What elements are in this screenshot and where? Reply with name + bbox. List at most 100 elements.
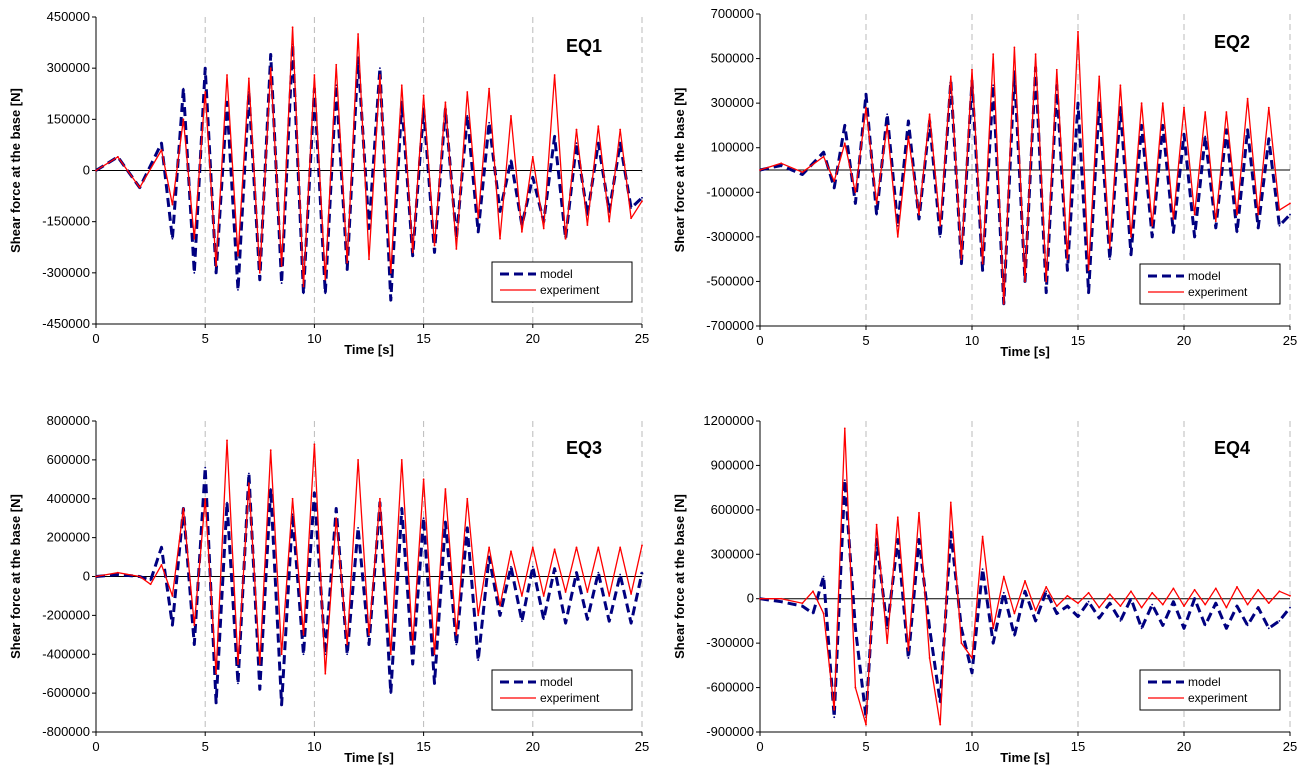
y-tick-label: -700000 — [706, 318, 754, 333]
data-point-experiment — [928, 657, 931, 659]
data-point-model — [1140, 124, 1143, 127]
data-point-model — [1246, 128, 1249, 131]
data-point-model — [1130, 253, 1132, 256]
data-point-model — [575, 142, 578, 145]
y-tick-label: -300000 — [706, 229, 754, 244]
data-point-experiment — [619, 128, 622, 131]
data-point-model — [1183, 133, 1185, 136]
data-point-experiment — [477, 614, 480, 617]
data-point-experiment — [444, 488, 447, 490]
y-tick-label: 200000 — [47, 530, 90, 545]
data-point-experiment — [455, 248, 458, 250]
data-point-experiment — [400, 458, 403, 461]
data-point-model — [258, 688, 261, 691]
data-point-experiment — [1066, 258, 1069, 261]
data-point-model — [280, 703, 283, 706]
data-point-experiment — [1225, 111, 1228, 113]
data-point-model — [247, 472, 250, 475]
data-point-experiment — [608, 220, 611, 223]
x-tick-label: 5 — [862, 333, 869, 348]
x-tick-label: 25 — [1283, 333, 1297, 348]
data-point-model — [1151, 603, 1154, 606]
y-tick-label: -300000 — [42, 265, 90, 280]
data-point-experiment — [160, 149, 163, 151]
chart-panel-3: -800000 -600000 -400000 -200000 0 200000 40000… — [8, 413, 649, 765]
data-point-model — [907, 657, 910, 659]
data-point-model — [531, 565, 534, 568]
data-point-experiment — [553, 74, 556, 76]
data-point-experiment — [466, 91, 469, 93]
data-point-experiment — [488, 87, 491, 90]
data-point-experiment — [171, 595, 174, 597]
data-point-experiment — [477, 217, 480, 220]
data-point-model — [575, 571, 578, 574]
data-point-experiment — [182, 118, 185, 121]
x-tick-label: 15 — [1071, 739, 1085, 754]
series-line-model — [95, 466, 644, 707]
data-point-model — [1098, 617, 1101, 619]
data-point-experiment — [971, 68, 973, 71]
data-point-model — [1236, 605, 1238, 608]
data-point-experiment — [1034, 609, 1037, 612]
data-point-experiment — [1002, 302, 1005, 305]
data-point-model — [226, 101, 228, 104]
data-point-experiment — [346, 261, 349, 264]
data-point-model — [237, 682, 239, 685]
data-point-model — [542, 618, 545, 621]
data-point-model — [488, 556, 491, 558]
data-point-experiment — [1161, 603, 1164, 606]
data-point-model — [597, 571, 600, 574]
x-axis-label: Time [s] — [1000, 750, 1050, 765]
data-point-model — [1066, 605, 1069, 608]
data-point-model — [379, 67, 381, 70]
legend-box — [1139, 669, 1281, 711]
data-point-experiment — [499, 237, 501, 240]
data-point-experiment — [564, 591, 567, 593]
data-point-model — [1013, 634, 1016, 637]
y-tick-label: 300000 — [47, 60, 90, 75]
data-point-model — [1246, 624, 1249, 627]
data-point-experiment — [597, 125, 600, 128]
data-point-model — [886, 627, 889, 630]
data-point-model — [411, 663, 414, 665]
data-point-experiment — [875, 202, 878, 205]
data-point-experiment — [886, 642, 889, 645]
data-point-model — [780, 164, 783, 167]
data-point-experiment — [531, 155, 534, 158]
data-point-model — [346, 653, 349, 656]
data-point-model — [918, 218, 920, 220]
data-point-model — [411, 254, 414, 257]
legend-label-experiment: experiment — [1188, 691, 1248, 705]
data-point-model — [1087, 291, 1090, 294]
data-point-experiment — [865, 723, 867, 726]
data-point-model — [1045, 291, 1048, 294]
data-point-experiment — [1193, 213, 1196, 216]
y-tick-label: -800000 — [42, 724, 90, 739]
data-point-model — [949, 531, 952, 533]
data-point-experiment — [1077, 30, 1079, 33]
x-tick-label: 20 — [526, 331, 540, 346]
data-point-experiment — [854, 191, 857, 194]
data-point-experiment — [1267, 602, 1270, 605]
data-point-model — [843, 479, 846, 482]
data-point-experiment — [510, 115, 512, 117]
legend: model experiment — [1139, 669, 1281, 711]
x-tick-label: 10 — [965, 739, 979, 754]
data-point-experiment — [346, 643, 349, 646]
x-tick-label: 25 — [635, 331, 649, 346]
x-tick-label: 25 — [1283, 739, 1297, 754]
data-point-model — [324, 292, 327, 295]
series-line-experiment — [95, 26, 643, 288]
data-point-experiment — [553, 548, 556, 551]
data-point-experiment — [324, 278, 327, 281]
data-point-experiment — [1045, 585, 1048, 588]
data-point-model — [918, 538, 920, 541]
legend-label-experiment: experiment — [540, 283, 600, 297]
data-point-experiment — [542, 595, 545, 597]
data-point-experiment — [95, 575, 97, 578]
data-point-experiment — [801, 171, 804, 174]
data-point-experiment — [466, 497, 469, 500]
data-point-model — [116, 573, 119, 576]
data-point-experiment — [981, 262, 984, 265]
data-point-experiment — [302, 285, 305, 288]
